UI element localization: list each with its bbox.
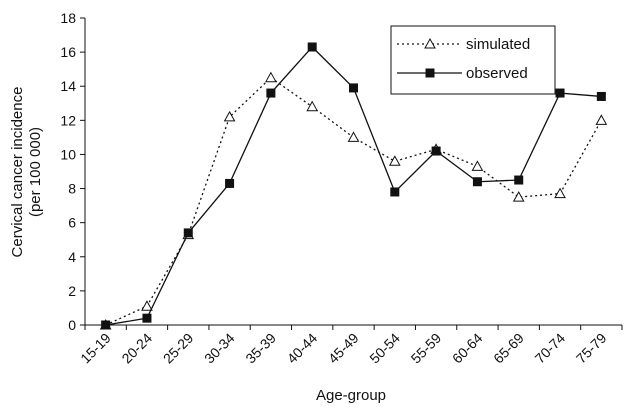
simulated-point [512,191,525,202]
series-layer [99,42,608,330]
y-tick-label: 18 [60,10,76,26]
simulated-point [141,300,153,311]
y-tick-label: 6 [68,215,76,231]
x-tick-label: 25-29 [160,330,197,367]
observed-point [225,178,235,188]
y-axis-label: Cervical cancer incidence (per 100 000) [9,87,44,258]
y-tick-label: 16 [60,44,76,60]
observed-point [307,42,317,52]
x-tick-label: 30-34 [201,330,238,367]
legend-box [390,25,556,95]
simulated-point [554,187,566,199]
observed-point [596,91,606,101]
legend-simulated-label: simulated [466,36,530,53]
x-tick-label: 40-44 [284,330,321,367]
simulated-point [347,131,360,142]
y-tick-label: 14 [60,78,76,94]
x-tick-label: 15-19 [77,330,114,367]
observed-point [514,175,524,185]
y-tick-label: 8 [68,181,76,197]
observed-point [101,320,111,330]
simulated-point [595,114,608,125]
simulated-line [105,76,602,326]
y-tick-label: 4 [68,249,76,265]
observed-point [142,313,152,323]
y-tick-label: 0 [68,317,76,333]
legend-observed-marker [425,68,435,78]
observed-point [555,88,565,98]
y-tick-label: 10 [60,146,76,162]
simulated-point [471,160,484,171]
x-tick-label: 75-79 [573,330,610,367]
x-tick-label: 45-49 [325,330,362,367]
x-tick-label: 55-59 [408,330,445,367]
x-axis-label: Age-group [316,387,386,404]
simulated-point [223,110,236,122]
simulated-point [306,100,319,112]
observed-point [472,177,482,187]
x-tick-label: 70-74 [532,330,569,367]
series-observed [101,42,606,330]
y-axis-label-line2: (per 100 000) [27,127,44,217]
x-tick-label: 50-54 [366,330,403,367]
x-tick-label: 65-69 [490,330,527,367]
observed-point [390,187,400,197]
observed-point [266,88,276,98]
y-axis-label-line1: Cervical cancer incidence [9,87,26,258]
x-tick-label: 60-64 [449,330,486,367]
legend-observed-label: observed [466,65,528,82]
x-tick-label: 35-39 [242,330,279,367]
observed-point [349,83,358,93]
x-tick-label: 20-24 [118,330,155,367]
observed-point [431,146,441,156]
y-axis-ticks: 0 2 4 6 8 10 12 14 16 18 [60,10,85,333]
simulated-point [265,71,277,83]
series-simulated [99,71,608,330]
y-tick-label: 2 [68,283,76,299]
axes [84,18,622,326]
y-tick-label: 12 [60,112,76,128]
observed-point [183,228,193,238]
legend: simulated observed [390,25,556,95]
x-axis-ticks: 15-19 20-24 25-29 30-34 35-39 40-44 45-49 50-54… [77,325,623,367]
legend-simulated-marker [424,37,436,49]
simulated-point [388,155,401,166]
